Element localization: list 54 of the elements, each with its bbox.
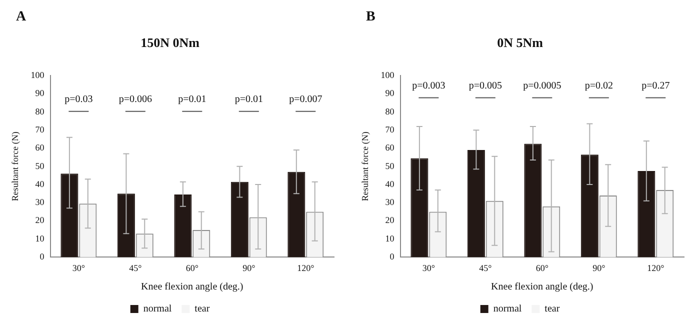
y-tick-label: 0 bbox=[40, 252, 45, 262]
y-tick-label: 40 bbox=[385, 178, 395, 189]
chart-title: 150N 0Nm bbox=[140, 35, 200, 50]
x-axis-title: Knee flexion angle (deg.) bbox=[141, 282, 244, 293]
y-tick-label: 90 bbox=[385, 88, 395, 98]
y-tick-label: 10 bbox=[35, 233, 45, 244]
annotation: p=0.01 bbox=[234, 94, 263, 105]
y-axis-title: Resultant force (N) bbox=[360, 132, 370, 202]
y-tick-label: 10 bbox=[385, 233, 395, 244]
annotation: p=0.0005 bbox=[523, 80, 562, 92]
x-tick-label: 120° bbox=[647, 262, 665, 273]
x-tick-label: 45° bbox=[129, 262, 142, 273]
y-tick-label: 80 bbox=[385, 106, 395, 116]
y-tick-label: 70 bbox=[385, 124, 395, 134]
x-axis-title: Knee flexion angle (deg.) bbox=[491, 282, 594, 293]
annotation: p=0.01 bbox=[178, 94, 206, 105]
y-tick-label: 80 bbox=[35, 106, 45, 116]
y-tick-label: 30 bbox=[385, 197, 395, 208]
y-tick-label: 20 bbox=[385, 215, 395, 226]
y-tick-label: 0 bbox=[390, 252, 395, 262]
annotation: p=0.02 bbox=[584, 80, 613, 92]
annotation: p=0.005 bbox=[468, 80, 502, 92]
y-tick-label: 20 bbox=[35, 215, 45, 226]
annotation: p=0.007 bbox=[289, 94, 322, 105]
y-axis-title: Resultant force (N) bbox=[10, 132, 20, 202]
text: B bbox=[366, 10, 376, 25]
x-tick-label: 120° bbox=[297, 262, 315, 273]
y-tick-label: 100 bbox=[380, 70, 395, 80]
text: A bbox=[16, 10, 27, 25]
legend-label: normal bbox=[493, 304, 522, 315]
x-tick-label: 45° bbox=[479, 262, 492, 273]
x-tick-label: 90° bbox=[592, 262, 606, 273]
x-tick-label: 90° bbox=[242, 262, 256, 273]
x-tick-label: 30° bbox=[72, 262, 86, 273]
y-tick-label: 60 bbox=[385, 142, 395, 153]
y-tick-label: 40 bbox=[35, 178, 45, 189]
y-tick-label: 30 bbox=[35, 197, 45, 208]
annotation: p=0.03 bbox=[64, 94, 93, 105]
x-tick-label: 60° bbox=[536, 262, 549, 273]
legend-label: normal bbox=[143, 304, 172, 315]
x-tick-label: 30° bbox=[422, 262, 436, 273]
annotation: p=0.003 bbox=[412, 80, 446, 92]
y-tick-label: 50 bbox=[385, 160, 395, 171]
chart-title: 0N 5Nm bbox=[497, 35, 544, 50]
x-tick-label: 60° bbox=[186, 262, 199, 273]
y-tick-label: 100 bbox=[30, 70, 45, 80]
legend-label: tear bbox=[544, 304, 560, 315]
y-tick-label: 90 bbox=[35, 88, 45, 98]
y-tick-label: 70 bbox=[35, 124, 45, 134]
legend-label: tear bbox=[194, 304, 210, 315]
y-tick-label: 60 bbox=[35, 142, 45, 153]
annotation: p=0.27 bbox=[642, 80, 670, 92]
y-tick-label: 50 bbox=[35, 160, 45, 171]
annotation: p=0.006 bbox=[118, 94, 152, 105]
